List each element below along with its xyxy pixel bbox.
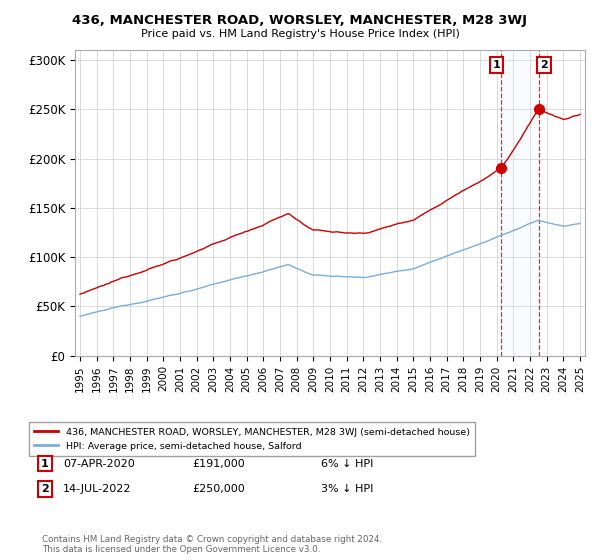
Text: 2: 2 [540,60,548,70]
Text: 14-JUL-2022: 14-JUL-2022 [63,484,131,494]
Text: 2: 2 [41,484,49,494]
Text: 6% ↓ HPI: 6% ↓ HPI [321,459,373,469]
Text: Price paid vs. HM Land Registry's House Price Index (HPI): Price paid vs. HM Land Registry's House … [140,29,460,39]
Text: £191,000: £191,000 [192,459,245,469]
Legend: 436, MANCHESTER ROAD, WORSLEY, MANCHESTER, M28 3WJ (semi-detached house), HPI: A: 436, MANCHESTER ROAD, WORSLEY, MANCHESTE… [29,422,475,456]
Text: 1: 1 [492,60,500,70]
Text: 07-APR-2020: 07-APR-2020 [63,459,135,469]
Bar [501,50,539,356]
Text: Contains HM Land Registry data © Crown copyright and database right 2024.
This d: Contains HM Land Registry data © Crown c… [42,535,382,554]
Text: 1: 1 [41,459,49,469]
Text: 436, MANCHESTER ROAD, WORSLEY, MANCHESTER, M28 3WJ: 436, MANCHESTER ROAD, WORSLEY, MANCHESTE… [73,14,527,27]
Text: £250,000: £250,000 [192,484,245,494]
Text: 3% ↓ HPI: 3% ↓ HPI [321,484,373,494]
